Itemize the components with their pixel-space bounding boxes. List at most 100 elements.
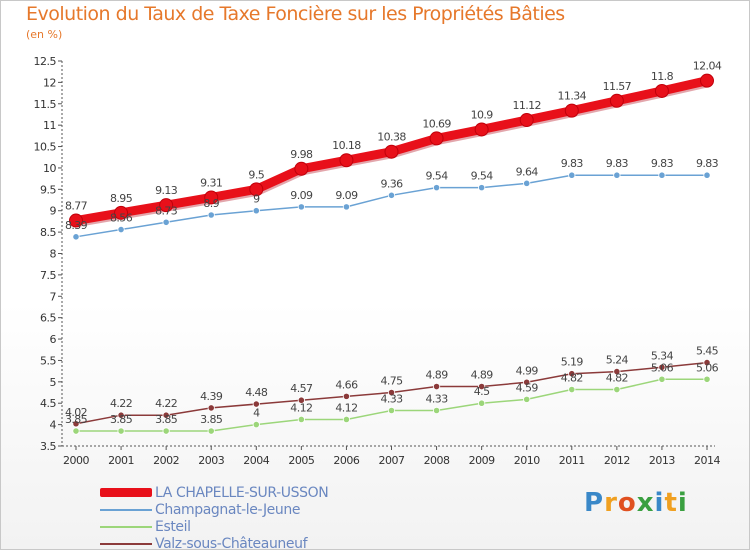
data-label: 9.13 bbox=[155, 184, 178, 197]
data-point bbox=[387, 388, 396, 397]
data-point bbox=[478, 184, 486, 192]
data-label: 4.99 bbox=[516, 364, 539, 377]
data-label: 4.57 bbox=[290, 382, 313, 395]
legend-item: Champagnat-le-Jeune bbox=[100, 501, 328, 518]
y-tick-label: 4 bbox=[50, 419, 57, 432]
data-label: 4.48 bbox=[245, 386, 268, 399]
data-label: 3.85 bbox=[65, 413, 88, 426]
data-point bbox=[117, 225, 125, 234]
data-point bbox=[249, 182, 264, 197]
x-tick-label: 2005 bbox=[288, 454, 314, 467]
y-tick-label: 11 bbox=[43, 119, 56, 132]
legend-swatch bbox=[100, 508, 152, 511]
data-label: 4.22 bbox=[110, 397, 132, 410]
data-point bbox=[523, 395, 531, 403]
y-tick-label: 10 bbox=[43, 162, 56, 175]
x-tick-label: 2012 bbox=[604, 454, 630, 467]
y-tick-label: 5.5 bbox=[40, 354, 56, 367]
y-tick-label: 8.5 bbox=[40, 226, 56, 239]
data-point bbox=[159, 198, 174, 213]
data-label: 8.73 bbox=[155, 204, 178, 217]
data-label: 4.89 bbox=[471, 369, 494, 382]
data-point bbox=[69, 213, 83, 228]
legend-label: LA CHAPELLE-SUR-USSON bbox=[155, 484, 329, 501]
y-tick-label: 12 bbox=[43, 76, 56, 89]
data-label: 10.18 bbox=[332, 139, 361, 152]
data-label: 9.64 bbox=[516, 165, 539, 178]
chart-title: Evolution du Taux de Taxe Foncière sur l… bbox=[26, 3, 565, 25]
data-point bbox=[474, 122, 489, 137]
legend-swatch bbox=[100, 525, 152, 528]
x-tick-label: 2014 bbox=[694, 454, 720, 467]
data-point bbox=[654, 83, 669, 98]
data-label: 9.83 bbox=[606, 157, 629, 170]
data-point bbox=[432, 406, 441, 415]
x-tick-label: 2008 bbox=[424, 454, 450, 467]
data-label: 8.9 bbox=[203, 197, 219, 210]
data-point bbox=[339, 153, 354, 168]
legend-label: Valz-sous-Châteauneuf bbox=[155, 535, 308, 552]
data-point bbox=[658, 171, 666, 179]
data-label: 9.83 bbox=[651, 157, 674, 170]
data-point bbox=[700, 73, 714, 88]
data-point bbox=[297, 415, 305, 424]
data-point bbox=[519, 113, 534, 128]
y-tick-label: 9 bbox=[50, 205, 57, 218]
legend-label: Esteil bbox=[155, 518, 191, 535]
y-tick-label: 7.5 bbox=[40, 269, 56, 282]
data-label: 4.39 bbox=[200, 390, 223, 403]
data-label: 3.85 bbox=[200, 413, 223, 426]
data-label: 9.98 bbox=[290, 148, 313, 161]
data-label: 8.39 bbox=[65, 219, 88, 232]
data-label: 4.5 bbox=[474, 385, 490, 398]
data-label: 8.95 bbox=[110, 192, 133, 205]
data-point bbox=[342, 203, 351, 211]
data-label: 9.09 bbox=[290, 189, 313, 202]
data-label: 4.75 bbox=[380, 375, 403, 388]
data-label: 5.24 bbox=[606, 354, 629, 367]
data-label: 11.34 bbox=[558, 90, 587, 103]
data-point bbox=[114, 205, 129, 220]
data-point bbox=[342, 392, 351, 400]
data-label: 4.82 bbox=[561, 372, 583, 385]
data-label: 10.9 bbox=[471, 108, 494, 121]
data-point bbox=[478, 382, 486, 391]
data-point bbox=[162, 411, 170, 419]
y-tick-label: 7 bbox=[50, 290, 57, 303]
y-tick-label: 5 bbox=[50, 376, 57, 389]
y-tick-label: 4.5 bbox=[40, 397, 56, 410]
legend-item: LA CHAPELLE-SUR-USSON bbox=[100, 484, 329, 501]
data-point bbox=[252, 400, 260, 408]
data-label: 4.59 bbox=[516, 381, 539, 394]
data-label: 11.12 bbox=[512, 99, 541, 112]
y-tick-label: 12.5 bbox=[34, 55, 57, 68]
data-label: 4.89 bbox=[426, 369, 449, 382]
data-label: 11.57 bbox=[603, 80, 632, 93]
data-point bbox=[72, 233, 80, 241]
data-label: 4 bbox=[253, 407, 260, 420]
x-tick-label: 2006 bbox=[333, 454, 359, 467]
data-point bbox=[207, 211, 215, 219]
data-label: 4.12 bbox=[335, 401, 357, 414]
data-point bbox=[703, 171, 711, 179]
y-tick-label: 6.5 bbox=[40, 312, 56, 325]
proxiti-logo: Proxiti bbox=[584, 488, 688, 518]
data-point bbox=[117, 427, 125, 435]
data-point bbox=[703, 358, 711, 367]
data-point bbox=[204, 190, 219, 205]
x-tick-label: 2013 bbox=[649, 454, 675, 467]
data-point bbox=[568, 385, 576, 394]
data-label: 9.54 bbox=[426, 170, 449, 183]
x-tick-label: 2010 bbox=[514, 454, 540, 467]
unit-label: (en %) bbox=[26, 28, 63, 41]
y-tick-label: 11.5 bbox=[34, 98, 57, 111]
data-label: 12.04 bbox=[693, 60, 722, 73]
data-label: 9.31 bbox=[200, 176, 222, 189]
data-point bbox=[429, 131, 444, 146]
data-point bbox=[297, 203, 305, 211]
data-label: 4.22 bbox=[155, 397, 177, 410]
data-label: 9.83 bbox=[561, 157, 584, 170]
data-point bbox=[207, 404, 215, 412]
data-label: 4.12 bbox=[290, 401, 312, 414]
data-point bbox=[658, 375, 666, 383]
